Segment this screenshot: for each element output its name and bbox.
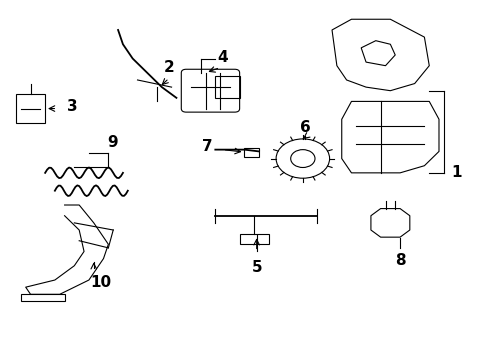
Text: 2: 2 [163,60,174,75]
Text: 10: 10 [90,275,111,290]
Text: 9: 9 [107,135,117,150]
Text: 4: 4 [217,50,227,65]
Text: 3: 3 [67,99,78,114]
Text: 7: 7 [202,139,212,154]
Text: 6: 6 [299,120,310,135]
Text: 1: 1 [450,165,461,180]
Text: 8: 8 [394,253,405,268]
Text: 5: 5 [251,260,262,275]
